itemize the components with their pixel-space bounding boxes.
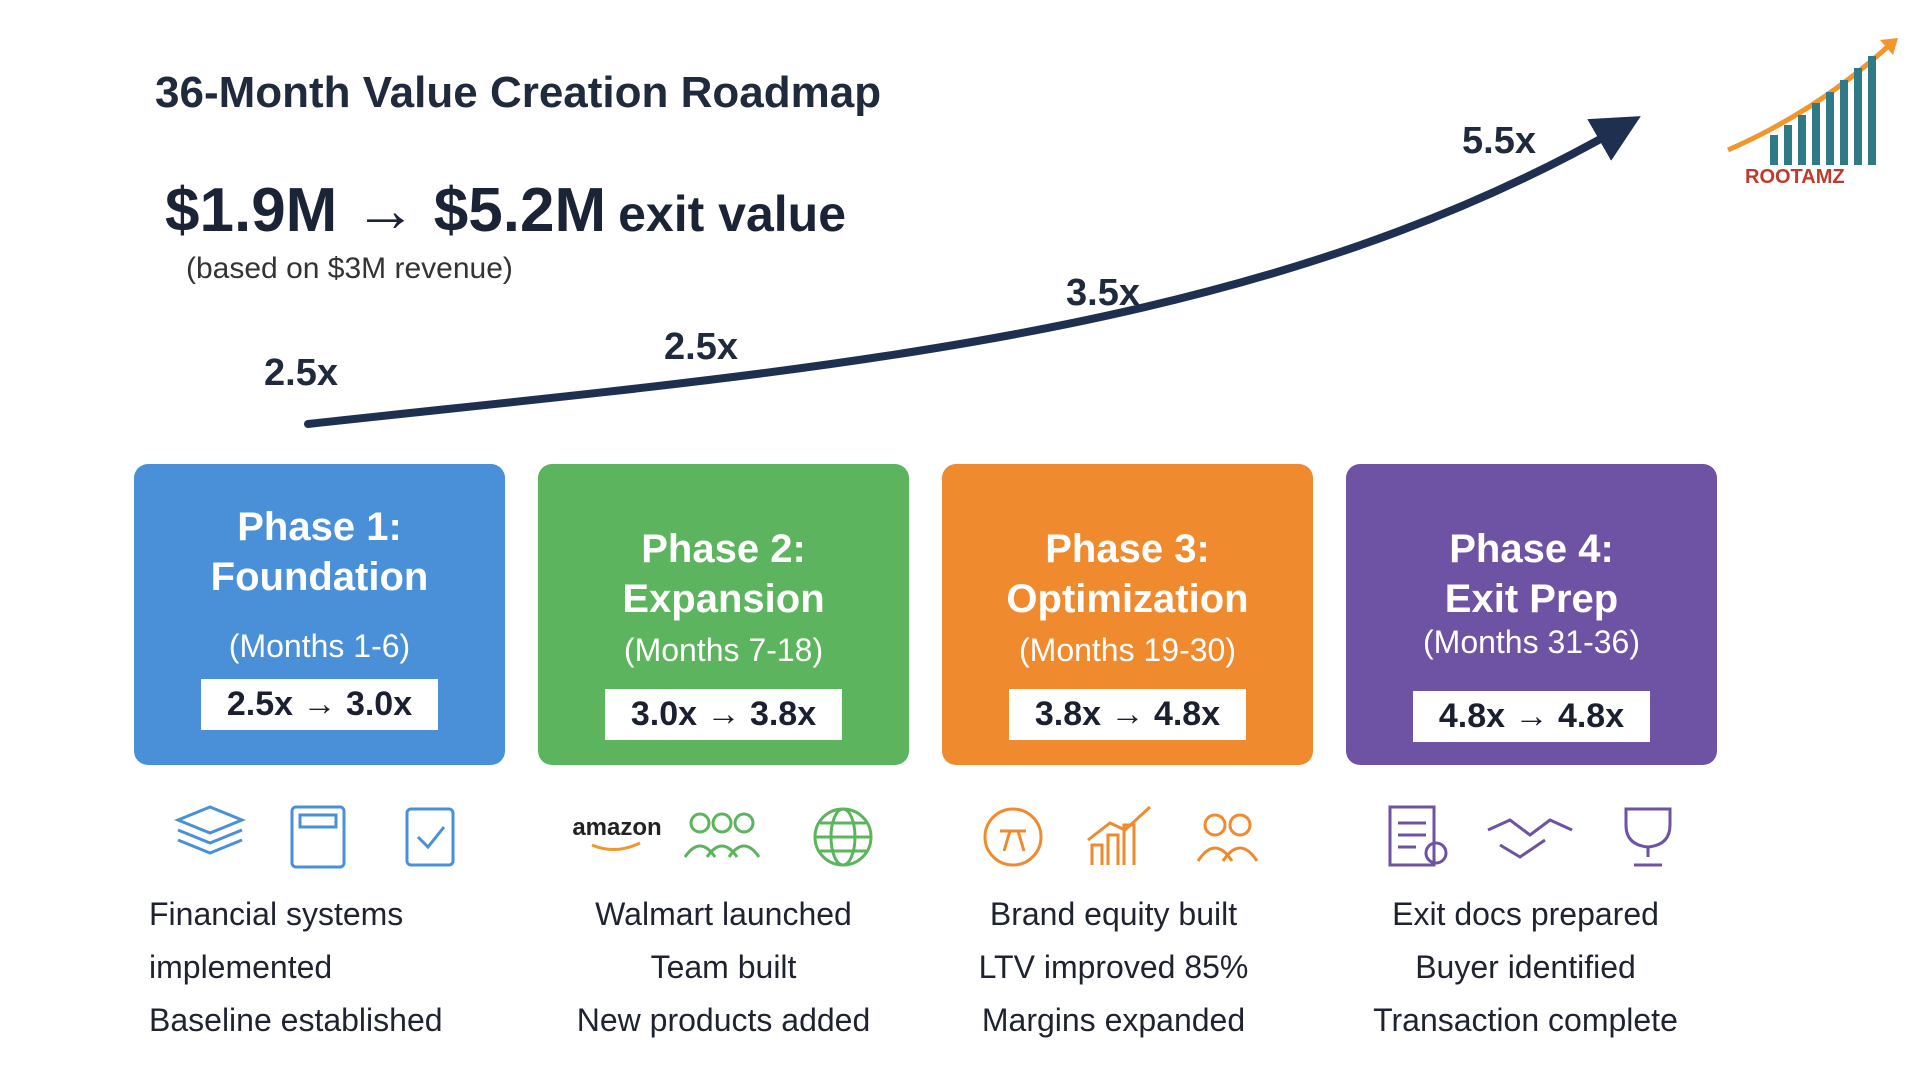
icon-text: amazon — [572, 814, 661, 841]
curve-label: 3.5x — [1066, 272, 1140, 314]
headline-suffix: exit value — [618, 186, 846, 242]
phase-card: Phase 3: Optimization (Months 19-30) 3.8x… — [942, 464, 1313, 765]
phase-item: Baseline established — [149, 1002, 443, 1038]
phase-range: 2.5x → 3.0x — [200, 679, 439, 730]
logo-mark — [1727, 38, 1898, 165]
icon-group — [983, 805, 1259, 867]
phase-title: Expansion — [622, 577, 825, 621]
phase-item: New products added — [576, 1002, 871, 1038]
icon-group — [174, 805, 455, 869]
phase-card: Phase 4: Exit Prep (Months 31-36) 4.8x → … — [1346, 464, 1717, 765]
phase-months: (Months 31-36) — [1423, 624, 1640, 660]
trend-arrow — [304, 116, 1641, 428]
phase-items: Brand equity built LTV improved 85% Marg… — [928, 888, 1299, 1047]
phase-items: Walmart launched Team built New products… — [538, 888, 909, 1047]
icons: amazon — [174, 805, 1672, 869]
headline-value: $1.9M → $5.2M — [165, 176, 607, 245]
curve-label: 2.5x — [264, 352, 338, 394]
curve-label: 5.5x — [1462, 120, 1536, 162]
phase-item: Walmart launched — [595, 896, 852, 932]
logo: ROOTAMZ — [1745, 166, 1845, 188]
phase-months: (Months 7-18) — [623, 632, 824, 668]
icon-group — [1388, 805, 1672, 867]
phase-months: (Months 19-30) — [1019, 632, 1236, 668]
phase-title: Foundation — [210, 555, 429, 599]
icon-group — [683, 807, 873, 867]
phase-item: Team built — [650, 949, 797, 985]
curve-label: 2.5x — [664, 326, 738, 368]
phase-title: Optimization — [1006, 577, 1249, 621]
phase-item: Exit docs prepared — [1392, 896, 1659, 932]
title: 36-Month Value Creation Roadmap — [155, 68, 882, 117]
phase-title: Phase 4: — [1449, 527, 1614, 571]
phase-range: 3.0x → 3.8x — [604, 689, 843, 740]
headline: $1.9M → $5.2M exit value — [165, 175, 846, 246]
phase-item: Brand equity built — [989, 896, 1238, 932]
phase-item: Buyer identified — [1415, 949, 1636, 985]
phase-title: Exit Prep — [1444, 577, 1619, 621]
phase-items: Exit docs prepared Buyer identified Tran… — [1340, 888, 1711, 1047]
phase-title: Phase 1: — [237, 505, 402, 549]
phase-items: Financial systems implemented Baseline e… — [149, 888, 479, 1047]
note: (based on $3M revenue) — [186, 252, 513, 285]
phase-card: Phase 2: Expansion (Months 7-18) 3.0x → 3… — [538, 464, 909, 765]
phase-title: Phase 3: — [1045, 527, 1210, 571]
phase-months: (Months 1-6) — [228, 628, 411, 664]
phase-item: Transaction complete — [1373, 1002, 1678, 1038]
phase-item: LTV improved 85% — [978, 949, 1249, 985]
phase-title: Phase 2: — [641, 527, 806, 571]
phase-range: 4.8x → 4.8x — [1412, 691, 1651, 742]
phase-item: Financial systems implemented — [149, 896, 404, 985]
growth-curve — [304, 38, 1898, 428]
phase-card: Phase 1: Foundation (Months 1-6) 2.5x → 3… — [134, 464, 505, 765]
phase-item: Margins expanded — [981, 1002, 1246, 1038]
phase-range: 3.8x → 4.8x — [1008, 689, 1247, 740]
